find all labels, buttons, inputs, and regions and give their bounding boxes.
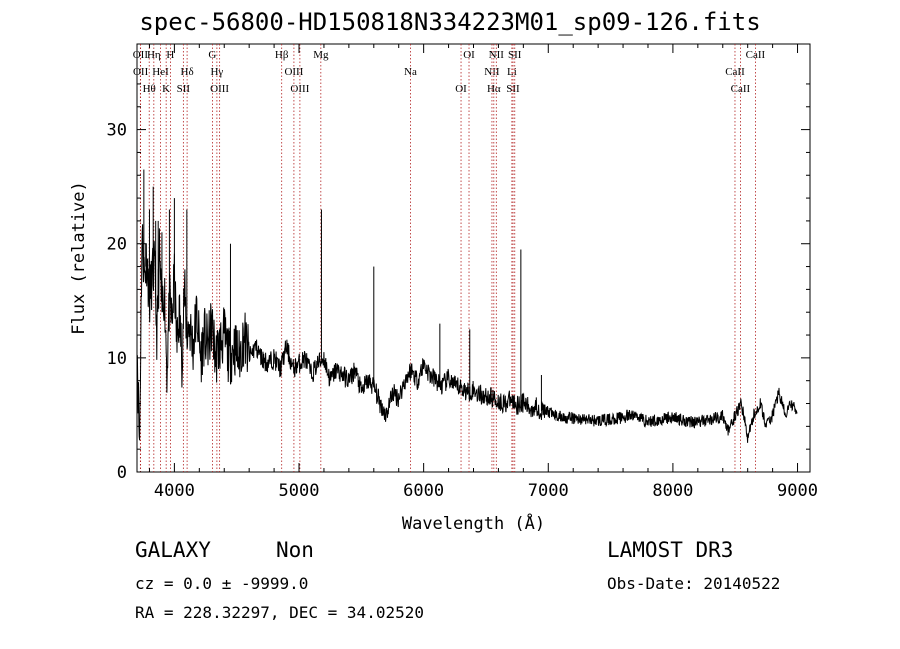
line-label-7: Hδ bbox=[181, 66, 194, 78]
spectrum-line bbox=[136, 224, 798, 443]
y-tick-label-0: 0 bbox=[117, 463, 127, 483]
y-tick-label-30: 30 bbox=[107, 121, 127, 141]
plot-frame bbox=[136, 43, 811, 473]
line-label-10: Hγ bbox=[210, 66, 223, 78]
line-label-26: CaII bbox=[731, 83, 751, 95]
x-axis-label: Wavelength (Å) bbox=[402, 512, 545, 534]
line-label-4: HeI bbox=[152, 66, 169, 78]
x-tick-label-8000: 8000 bbox=[652, 481, 693, 501]
class-label: GALAXY bbox=[135, 538, 211, 562]
radec-text: RA = 228.32297, DEC = 34.02520 bbox=[135, 603, 424, 622]
line-label-2: Hθ bbox=[143, 83, 156, 95]
x-tick-label-5000: 5000 bbox=[279, 481, 320, 501]
line-label-27: CaII bbox=[746, 49, 766, 61]
line-label-19: NII bbox=[484, 66, 500, 78]
cz-text: cz = 0.0 ± -9999.0 bbox=[135, 574, 309, 593]
x-tick-label-7000: 7000 bbox=[528, 481, 569, 501]
line-label-17: OI bbox=[455, 83, 467, 95]
y-tick-label-20: 20 bbox=[107, 235, 127, 255]
line-label-15: Mg bbox=[313, 49, 329, 61]
line-label-25: CaII bbox=[725, 66, 745, 78]
chart-title: spec-56800-HD150818N334223M01_sp09-126.f… bbox=[139, 8, 761, 36]
line-label-9: G bbox=[208, 49, 216, 61]
line-label-6: H bbox=[166, 49, 174, 61]
obs-date-text: Obs-Date: 20140522 bbox=[607, 574, 781, 593]
subclass-label: Non bbox=[276, 538, 314, 562]
line-label-5: K bbox=[162, 83, 170, 95]
x-tick-label-9000: 9000 bbox=[777, 481, 818, 501]
line-label-20: Hα bbox=[487, 83, 501, 95]
x-tick-label-6000: 6000 bbox=[403, 481, 444, 501]
x-tick-label-4000: 4000 bbox=[154, 481, 195, 501]
line-label-8: SII bbox=[177, 83, 191, 95]
line-label-1: OII bbox=[133, 66, 149, 78]
line-label-12: Hβ bbox=[275, 49, 289, 61]
line-label-11: OIII bbox=[210, 83, 229, 95]
line-label-16: Na bbox=[404, 66, 417, 78]
line-label-21: NII bbox=[489, 49, 505, 61]
line-label-23: SII bbox=[506, 83, 520, 95]
line-label-13: OIII bbox=[284, 66, 303, 78]
line-label-14: OIII bbox=[290, 83, 309, 95]
y-tick-label-10: 10 bbox=[107, 349, 127, 369]
line-label-24: SII bbox=[508, 49, 522, 61]
line-label-22: Li bbox=[507, 66, 517, 78]
survey-label: LAMOST DR3 bbox=[607, 538, 734, 562]
y-axis-label: Flux (relative) bbox=[69, 181, 89, 335]
line-label-18: OI bbox=[463, 49, 475, 61]
line-label-3: Hη bbox=[147, 49, 161, 61]
